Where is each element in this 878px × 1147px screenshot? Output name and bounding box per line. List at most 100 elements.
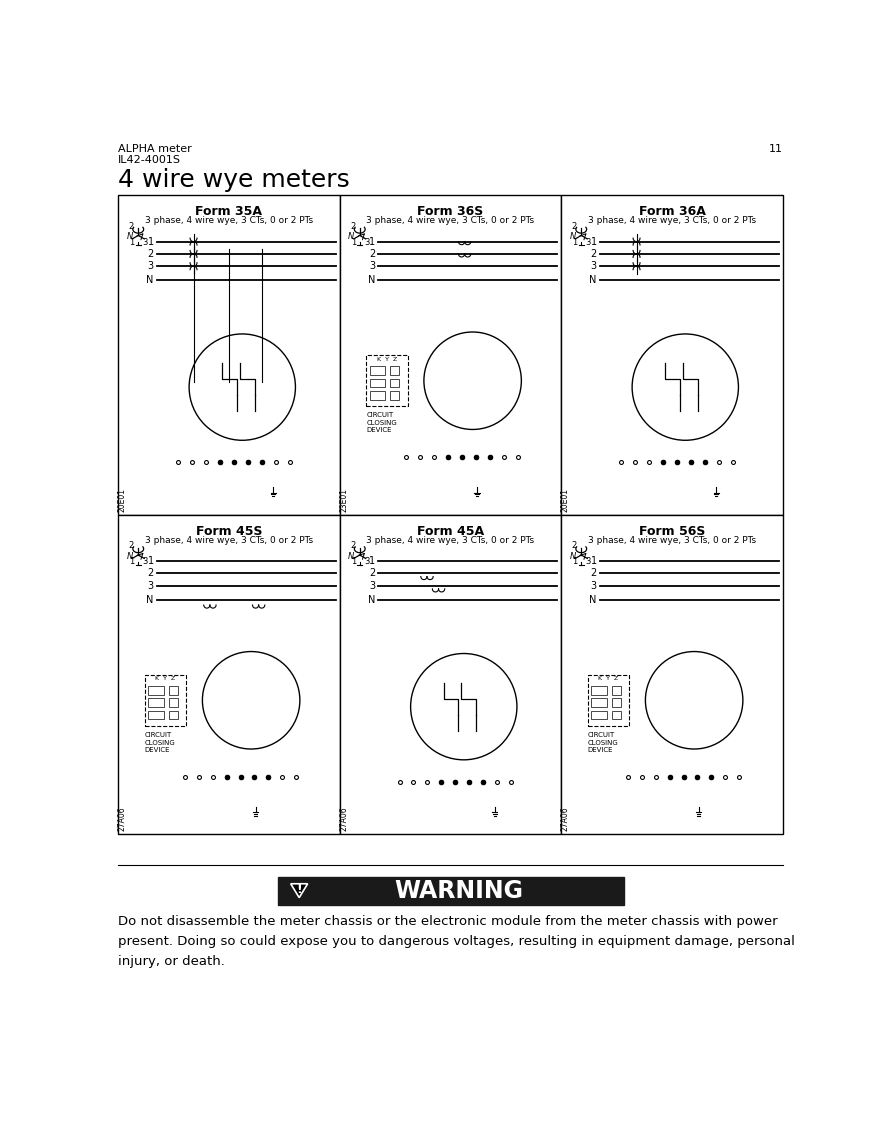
Text: 3: 3 xyxy=(363,557,369,567)
Text: K  Y  Z: K Y Z xyxy=(377,357,397,361)
Text: N: N xyxy=(348,233,354,242)
Bar xyxy=(169,699,177,707)
Text: N: N xyxy=(146,275,154,286)
Text: CIRCUIT
CLOSING
DEVICE: CIRCUIT CLOSING DEVICE xyxy=(587,732,618,754)
Text: Form 36A: Form 36A xyxy=(637,205,705,218)
Text: N: N xyxy=(367,275,375,286)
Bar xyxy=(390,379,399,388)
Text: 3 phase, 4 wire wye, 3 CTs, 0 or 2 PTs: 3 phase, 4 wire wye, 3 CTs, 0 or 2 PTs xyxy=(366,216,534,225)
Text: 3 phase, 4 wire wye, 3 CTs, 0 or 2 PTs: 3 phase, 4 wire wye, 3 CTs, 0 or 2 PTs xyxy=(145,216,313,225)
Text: N: N xyxy=(348,552,354,561)
Text: 2: 2 xyxy=(590,249,596,259)
Text: 1: 1 xyxy=(572,557,577,567)
Polygon shape xyxy=(291,884,307,898)
Bar xyxy=(145,674,186,726)
Bar xyxy=(148,686,163,695)
Text: 1: 1 xyxy=(590,556,596,567)
Text: 2: 2 xyxy=(148,249,154,259)
Text: 23E01: 23E01 xyxy=(339,487,348,512)
Text: N: N xyxy=(588,275,596,286)
Text: CIRCUIT
CLOSING
DEVICE: CIRCUIT CLOSING DEVICE xyxy=(366,413,397,434)
Text: 3: 3 xyxy=(148,580,154,591)
Text: 2: 2 xyxy=(128,541,133,551)
Text: 3: 3 xyxy=(590,580,596,591)
Bar xyxy=(169,710,177,719)
Text: N: N xyxy=(126,552,133,561)
Text: 3 phase, 4 wire wye, 3 CTs, 0 or 2 PTs: 3 phase, 4 wire wye, 3 CTs, 0 or 2 PTs xyxy=(366,536,534,545)
Text: 1: 1 xyxy=(369,556,375,567)
Bar xyxy=(148,710,163,719)
Text: 1: 1 xyxy=(369,236,375,247)
Text: 3: 3 xyxy=(148,262,154,271)
Bar xyxy=(390,366,399,375)
Text: Form 35A: Form 35A xyxy=(195,205,263,218)
Text: WARNING: WARNING xyxy=(393,879,522,903)
Text: 2: 2 xyxy=(349,221,355,231)
Text: 3: 3 xyxy=(142,237,148,247)
Text: 3: 3 xyxy=(369,580,375,591)
Text: !: ! xyxy=(296,883,302,897)
Text: 20E01: 20E01 xyxy=(118,487,126,512)
Text: 2: 2 xyxy=(369,249,375,259)
Bar xyxy=(119,515,340,835)
Text: K  Y  Z: K Y Z xyxy=(598,677,618,681)
Bar xyxy=(591,699,606,707)
Text: Form 45S: Form 45S xyxy=(196,525,262,538)
Text: 3: 3 xyxy=(363,237,369,247)
Text: 3: 3 xyxy=(585,237,590,247)
Text: 2: 2 xyxy=(148,569,154,578)
Text: Form 36S: Form 36S xyxy=(417,205,483,218)
Text: 2: 2 xyxy=(128,221,133,231)
Text: K  Y  Z: K Y Z xyxy=(155,677,176,681)
Text: 27A06: 27A06 xyxy=(118,806,126,832)
Text: 1: 1 xyxy=(148,556,154,567)
Text: 2: 2 xyxy=(349,541,355,551)
Text: 3 phase, 4 wire wye, 3 CTs, 0 or 2 PTs: 3 phase, 4 wire wye, 3 CTs, 0 or 2 PTs xyxy=(145,536,313,545)
Bar xyxy=(611,710,620,719)
Text: 1: 1 xyxy=(350,557,356,567)
Text: 27A06: 27A06 xyxy=(560,806,569,832)
Bar xyxy=(277,876,623,905)
Bar xyxy=(370,379,385,388)
Bar xyxy=(370,366,385,375)
Text: Do not disassemble the meter chassis or the electronic module from the meter cha: Do not disassemble the meter chassis or … xyxy=(119,915,795,968)
Text: 1: 1 xyxy=(129,557,134,567)
Bar xyxy=(340,195,560,515)
Text: N: N xyxy=(146,594,154,604)
Text: Form 56S: Form 56S xyxy=(638,525,704,538)
Text: 2: 2 xyxy=(571,541,576,551)
Text: N: N xyxy=(569,552,575,561)
Text: N: N xyxy=(126,233,133,242)
Bar xyxy=(340,515,560,835)
Text: 27A06: 27A06 xyxy=(339,806,348,832)
Bar xyxy=(560,195,781,515)
Text: CIRCUIT
CLOSING
DEVICE: CIRCUIT CLOSING DEVICE xyxy=(145,732,176,754)
Text: 1: 1 xyxy=(590,236,596,247)
Text: 2: 2 xyxy=(590,569,596,578)
Text: 3: 3 xyxy=(585,557,590,567)
Text: 2: 2 xyxy=(571,221,576,231)
Text: 2: 2 xyxy=(369,569,375,578)
Bar xyxy=(370,391,385,399)
Bar xyxy=(169,686,177,695)
Text: 4 wire wye meters: 4 wire wye meters xyxy=(119,169,349,193)
Text: 3: 3 xyxy=(590,262,596,271)
Text: Form 45A: Form 45A xyxy=(416,525,484,538)
Bar xyxy=(148,699,163,707)
Text: 1: 1 xyxy=(129,237,134,247)
Text: 1: 1 xyxy=(572,237,577,247)
Bar xyxy=(560,515,781,835)
Text: 3 phase, 4 wire wye, 3 CTs, 0 or 2 PTs: 3 phase, 4 wire wye, 3 CTs, 0 or 2 PTs xyxy=(587,536,755,545)
Bar xyxy=(611,686,620,695)
Bar xyxy=(587,674,629,726)
Text: N: N xyxy=(588,594,596,604)
Text: 1: 1 xyxy=(148,236,154,247)
Text: 20E01: 20E01 xyxy=(560,487,569,512)
Text: 1: 1 xyxy=(350,237,356,247)
Text: N: N xyxy=(569,233,575,242)
Bar xyxy=(611,699,620,707)
Bar xyxy=(591,686,606,695)
Text: 3: 3 xyxy=(142,557,148,567)
Bar xyxy=(366,356,407,406)
Bar xyxy=(119,195,340,515)
